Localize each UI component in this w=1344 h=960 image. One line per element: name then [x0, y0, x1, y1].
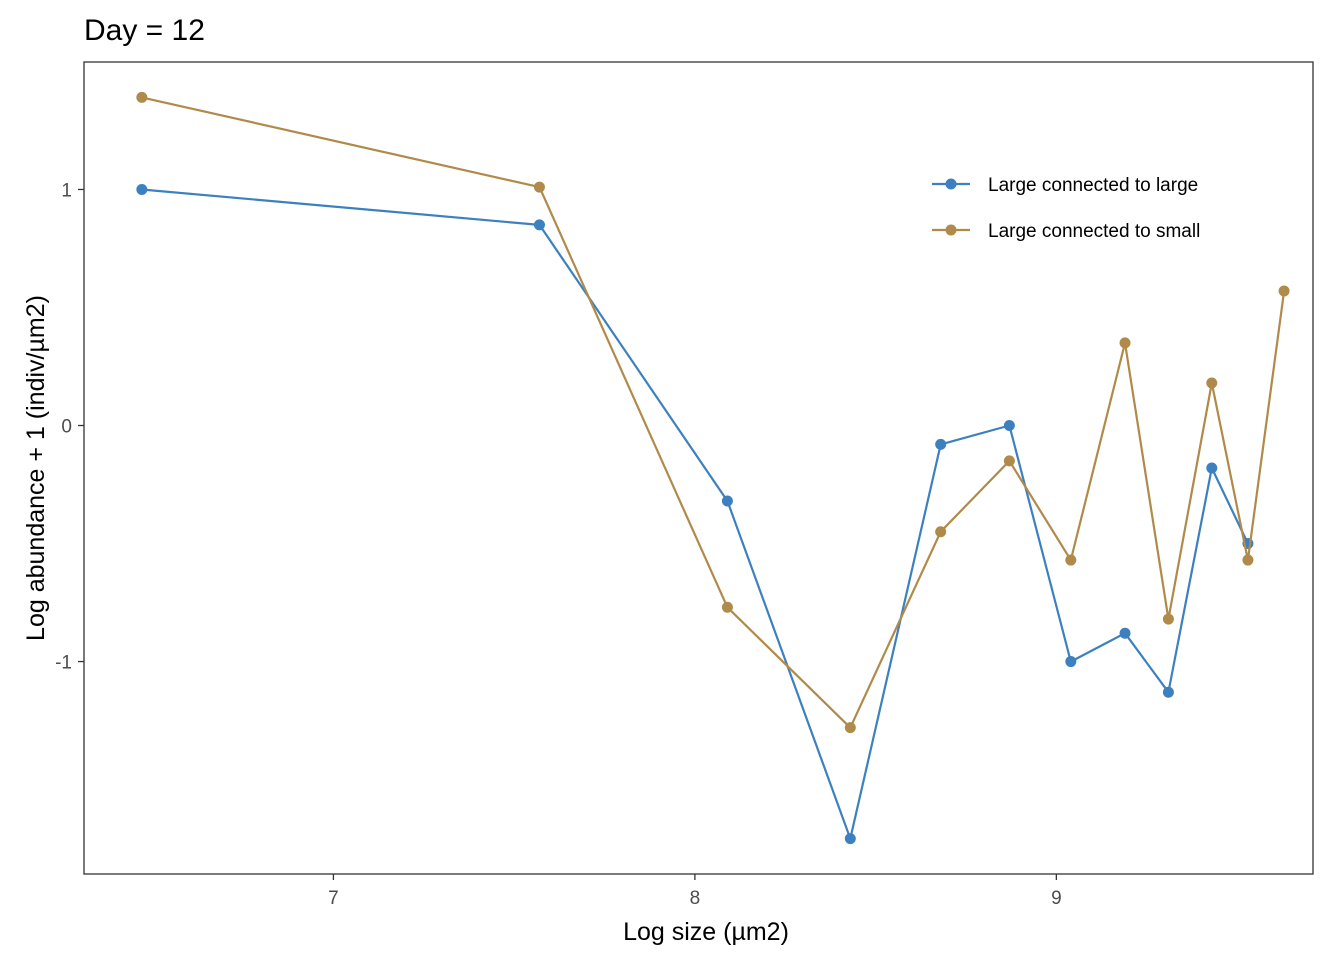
y-tick-label: 1: [61, 180, 72, 201]
x-tick-label: 7: [328, 888, 339, 909]
series-2: [136, 91, 1290, 734]
data-point: [1119, 337, 1131, 349]
y-axis: -1 0 1: [55, 180, 84, 674]
legend-marker: [945, 224, 957, 236]
x-tick-label: 8: [690, 888, 701, 909]
plot-panel: [83, 61, 1314, 875]
series-1: [136, 183, 1254, 845]
data-point: [844, 833, 856, 845]
legend-label: Large connected to large: [988, 175, 1198, 196]
data-point: [136, 91, 148, 103]
data-point: [1162, 613, 1174, 625]
data-point: [721, 495, 733, 507]
data-point: [1278, 285, 1290, 297]
data-point: [136, 183, 148, 195]
data-point: [1003, 420, 1015, 432]
y-tick-label: 0: [61, 417, 72, 438]
data-point: [533, 181, 545, 193]
y-axis-label: Log abundance + 1 (indiv/µm2): [22, 295, 50, 641]
data-point: [1162, 686, 1174, 698]
series-line: [141, 96, 1286, 729]
data-point: [1206, 377, 1218, 389]
data-point: [1065, 656, 1077, 668]
data-point: [1119, 627, 1131, 639]
data-point: [533, 219, 545, 231]
data-point: [721, 601, 733, 613]
chart-title: Day = 12: [84, 14, 205, 47]
data-point: [1003, 455, 1015, 467]
data-point: [844, 722, 856, 734]
y-tick-label: -1: [55, 653, 72, 674]
legend-item-1: Large connected to large: [932, 175, 1198, 196]
legend: Large connected to large Large connected …: [932, 175, 1200, 242]
legend-marker: [945, 178, 957, 190]
data-point: [1065, 554, 1077, 566]
legend-item-2: Large connected to small: [932, 221, 1200, 242]
series-layer: [136, 91, 1290, 845]
data-point: [1242, 554, 1254, 566]
x-axis: 7 8 9: [328, 874, 1062, 909]
legend-label: Large connected to small: [988, 221, 1200, 242]
data-point: [1206, 462, 1218, 474]
data-point: [935, 438, 947, 450]
data-point: [935, 526, 947, 538]
x-axis-label: Log size (µm2): [623, 918, 789, 946]
x-tick-label: 9: [1051, 888, 1062, 909]
